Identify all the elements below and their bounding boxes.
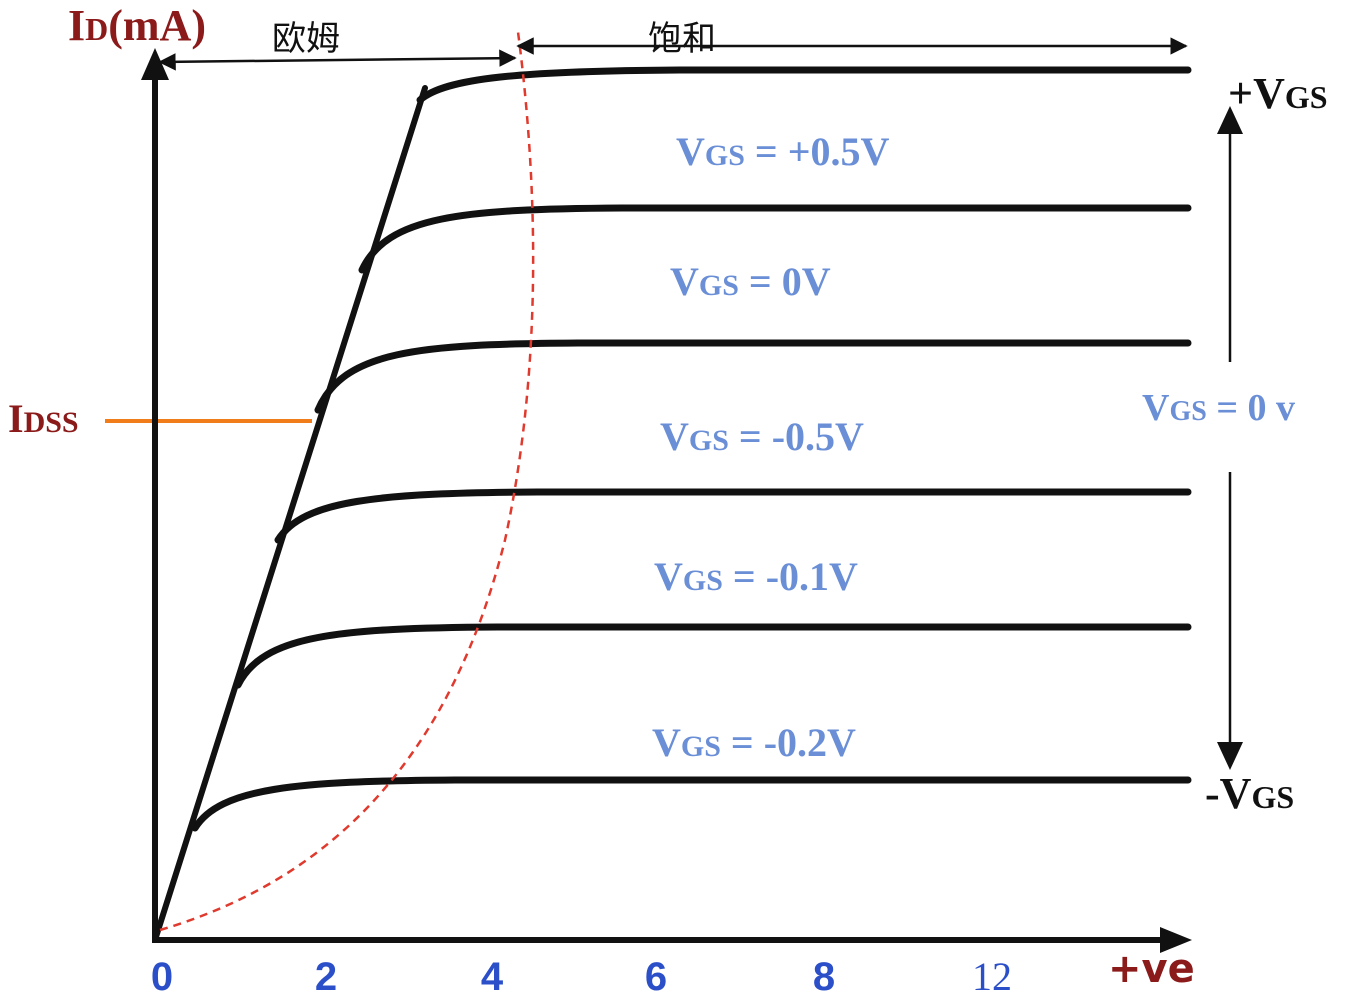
y-axis-arrowhead (141, 48, 169, 80)
vgs-curve-label: VGS = -0.5V (660, 414, 864, 459)
output-curve-6 (191, 776, 1192, 832)
ohmic-region-line (152, 85, 428, 943)
minus-vgs-arrowhead (1217, 742, 1243, 770)
y-axis-title: ID(mA) (68, 1, 206, 50)
ohmic-region-arrow (158, 49, 517, 71)
x-tick-label: 0 (151, 955, 173, 999)
plus-vgs-label: +VGS (1228, 69, 1328, 118)
vgs-curve-label: VGS = -0.1V (654, 554, 858, 599)
ohmic-region-label: 欧姆 (272, 19, 340, 59)
x-tick-labels: 0 2 4 6 8 12 (151, 954, 1012, 999)
plus-vgs-arrowhead (1217, 106, 1243, 134)
output-curve-1 (416, 66, 1192, 104)
x-axis-arrowhead (1160, 927, 1192, 953)
saturation-region-label: 饱和 (648, 19, 716, 59)
x-tick-label: 6 (645, 955, 667, 999)
output-curve-3 (314, 339, 1192, 414)
idss-label: IDSS (8, 396, 79, 441)
zero-vgs-label: VGS = 0 v (1142, 387, 1295, 429)
vgs-curve-label: VGS = -0.2V (652, 720, 856, 765)
minus-vgs-label: -VGS (1205, 769, 1294, 818)
vgs-curve-labels: VGS = +0.5V VGS = 0V VGS = -0.5V VGS = -0.1… (652, 129, 890, 765)
x-tick-label: 4 (481, 955, 504, 999)
x-axis-title: +ve (1108, 946, 1195, 992)
vgs-curve-label: VGS = +0.5V (676, 129, 890, 174)
output-curve-4 (274, 488, 1192, 544)
vgs-curve-label: VGS = 0V (670, 259, 831, 304)
x-tick-label: 2 (315, 955, 337, 999)
pinch-off-locus (159, 31, 535, 932)
x-tick-label: 8 (813, 955, 835, 999)
x-tick-label: 12 (972, 954, 1012, 999)
output-curve-5 (234, 623, 1192, 689)
